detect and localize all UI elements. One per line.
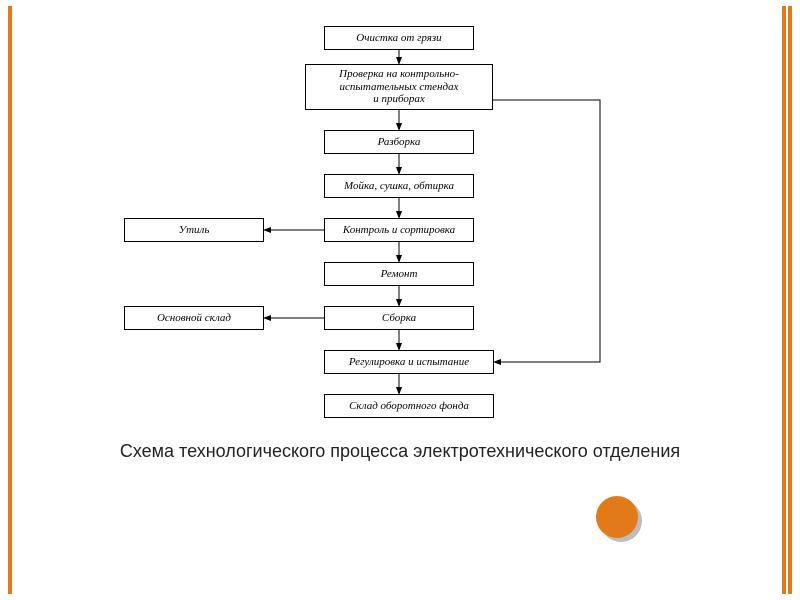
node-n9: Склад оборотного фонда <box>324 394 494 418</box>
node-n1: Очистка от грязи <box>324 26 474 50</box>
node-n11: Основной склад <box>124 306 264 330</box>
edge-n2-n8 <box>493 100 600 362</box>
left-accent-bar <box>8 6 12 594</box>
diagram-caption: Схема технологического процесса электрот… <box>0 440 800 463</box>
node-n7: Сборка <box>324 306 474 330</box>
node-n3: Разборка <box>324 130 474 154</box>
node-n6: Ремонт <box>324 262 474 286</box>
node-n4: Мойка, сушка, обтирка <box>324 174 474 198</box>
node-n10: Утиль <box>124 218 264 242</box>
node-n8: Регулировка и испытание <box>324 350 494 374</box>
slide-canvas: Очистка от грязи Проверка на контрольно-и… <box>0 0 800 600</box>
accent-circle <box>596 496 638 538</box>
node-n2: Проверка на контрольно-испытательных сте… <box>305 64 493 110</box>
node-n5: Контроль и сортировка <box>324 218 474 242</box>
right-accent-bars <box>782 6 792 594</box>
